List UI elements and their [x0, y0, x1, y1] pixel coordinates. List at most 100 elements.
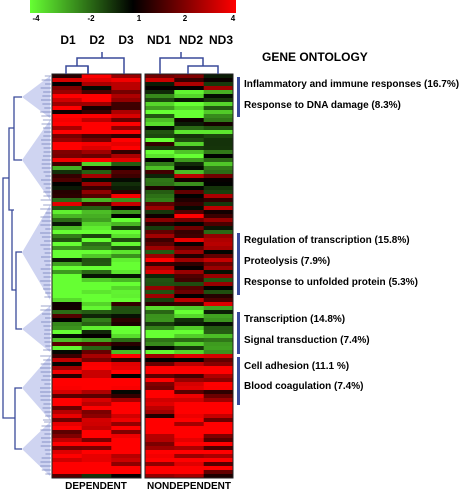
heatmap-cell — [174, 390, 204, 395]
heatmap-cell — [81, 410, 112, 415]
heatmap-cell — [145, 178, 175, 183]
heatmap-cell — [81, 374, 112, 379]
heatmap-cell — [145, 410, 175, 415]
heatmap-cell — [52, 154, 83, 159]
heatmap-cell — [174, 206, 204, 211]
heatmap-cell — [145, 238, 175, 243]
heatmap-cell — [174, 266, 204, 271]
heatmap-cell — [145, 402, 175, 407]
heatmap-cell — [174, 394, 204, 399]
heatmap-cell — [111, 330, 142, 335]
heatmap-cell — [145, 162, 175, 167]
heatmap-border-dependent — [51, 73, 142, 479]
heatmap-cell — [111, 454, 142, 459]
heatmap-cell — [145, 110, 175, 115]
heatmap-cell — [81, 442, 112, 447]
column-label-d3: D3 — [118, 33, 134, 47]
heatmap-cell — [174, 386, 204, 391]
heatmap-cell — [145, 350, 175, 355]
heatmap-cell — [145, 202, 175, 207]
heatmap-cell — [52, 422, 83, 427]
heatmap-cell — [145, 94, 175, 99]
heatmap-cell — [52, 414, 83, 419]
heatmap-cell — [81, 134, 112, 139]
heatmap-cell — [203, 162, 234, 167]
heatmap-cell — [174, 270, 204, 275]
heatmap-cell — [145, 102, 175, 107]
heatmap-cell — [203, 402, 234, 407]
heatmap-cell — [52, 342, 83, 347]
heatmap-cell — [52, 366, 83, 371]
heatmap-cell — [145, 398, 175, 403]
heatmap-cell — [174, 174, 204, 179]
heatmap-cell — [145, 258, 175, 263]
heatmap-cell — [52, 434, 83, 439]
scale-tick-label: 4 — [230, 14, 236, 23]
heatmap-cell — [145, 262, 175, 267]
heatmap-cell — [145, 374, 175, 379]
heatmap-cell — [174, 442, 204, 447]
heatmap-cell — [174, 310, 204, 315]
heatmap-cell — [111, 382, 142, 387]
heatmap-cell — [203, 458, 234, 463]
heatmap-cell — [203, 230, 234, 235]
heatmap-cell — [52, 134, 83, 139]
heatmap-cell — [81, 198, 112, 203]
group-label-nondependent: NONDEPENDENT — [147, 481, 231, 492]
heatmap-cell — [145, 414, 175, 419]
heatmap-cell — [174, 246, 204, 251]
heatmap-cell — [203, 290, 234, 295]
heatmap-cell — [111, 198, 142, 203]
heatmap-cell — [81, 334, 112, 339]
heatmap-cell — [111, 150, 142, 155]
heatmap-cell — [52, 110, 83, 115]
heatmap-cell — [174, 158, 204, 163]
heatmap-cell — [174, 438, 204, 443]
heatmap-cell — [111, 446, 142, 451]
heatmap-cell — [203, 278, 234, 283]
heatmap-cell — [203, 182, 234, 187]
heatmap-cell — [81, 270, 112, 275]
heatmap-cell — [52, 466, 83, 471]
heatmap-cell — [174, 314, 204, 319]
heatmap-cell — [111, 78, 142, 83]
heatmap-cell — [203, 254, 234, 259]
heatmap-cell — [52, 318, 83, 323]
heatmap-cell — [111, 422, 142, 427]
heatmap-cell — [52, 298, 83, 303]
heatmap-dependent — [52, 74, 142, 479]
heatmap-cell — [81, 158, 112, 163]
heatmap-cell — [111, 262, 142, 267]
heatmap-cell — [203, 102, 234, 107]
scale-tick-label: 1 — [136, 14, 142, 23]
heatmap-cell — [174, 330, 204, 335]
heatmap-cell — [145, 390, 175, 395]
heatmap-cell — [111, 394, 142, 399]
heatmap-cell — [52, 398, 83, 403]
heatmap-cell — [174, 86, 204, 91]
heatmap-cell — [174, 82, 204, 87]
heatmap-cell — [111, 370, 142, 375]
heatmap-cell — [52, 230, 83, 235]
heatmap-cell — [111, 434, 142, 439]
go-term: Cell adhesion (11.1 %) — [244, 361, 350, 372]
scale-tick-label: 2 — [182, 14, 188, 23]
heatmap-cell — [81, 154, 112, 159]
heatmap-cell — [81, 162, 112, 167]
heatmap-cell — [111, 122, 142, 127]
heatmap-cell — [81, 326, 112, 331]
heatmap-cell — [174, 150, 204, 155]
heatmap-cell — [203, 122, 234, 127]
go-term: Signal transduction (7.4%) — [244, 335, 370, 346]
heatmap-cell — [52, 114, 83, 119]
heatmap-cell — [81, 394, 112, 399]
column-label-nd2: ND2 — [178, 33, 204, 47]
heatmap-cell — [52, 282, 83, 287]
heatmap-cell — [81, 226, 112, 231]
heatmap-cell — [81, 418, 112, 423]
heatmap-cell — [145, 134, 175, 139]
column-label-d2: D2 — [89, 33, 105, 47]
heatmap-cell — [203, 438, 234, 443]
heatmap-cell — [203, 94, 234, 99]
heatmap-cell — [52, 458, 83, 463]
